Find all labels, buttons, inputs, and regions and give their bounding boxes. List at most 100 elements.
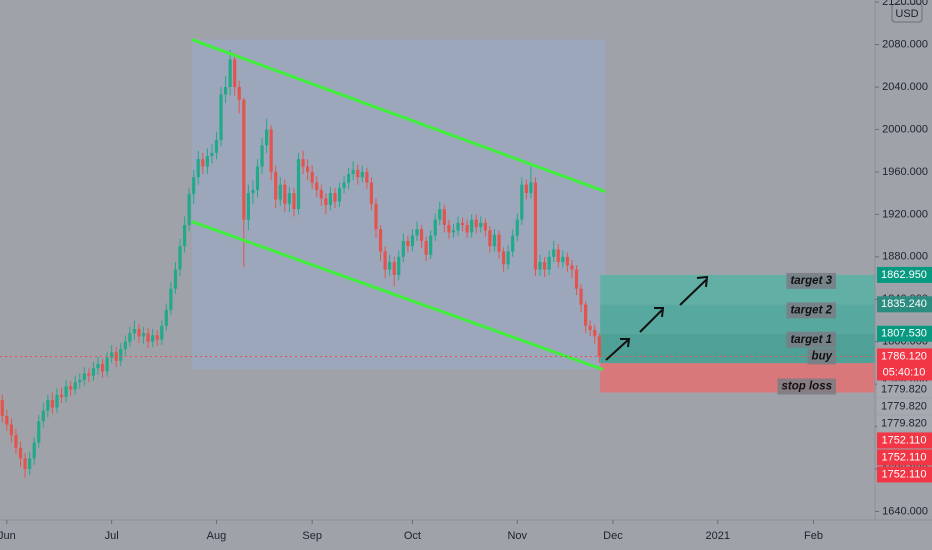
y-tick-label: 2040.000 [882,81,928,93]
candle-body [465,224,469,233]
price-label-box [877,415,932,432]
target-label-text: target 2 [790,304,832,316]
x-tick-label: Sep [302,530,322,542]
candle-body [110,352,114,358]
target-label: target 3 [786,272,836,289]
channel-area [191,39,606,370]
candle-body [497,234,501,252]
candle-body [37,421,41,443]
currency-box[interactable] [891,3,923,23]
candle-body [574,269,579,289]
price-label-box [877,266,932,283]
candle-body [501,251,506,265]
candle-body [315,182,319,190]
candle-body [5,416,9,425]
candle-body [506,251,510,265]
candle-body [146,333,150,342]
candle-body [369,182,374,204]
target-label-box [786,331,836,348]
candle-body [306,166,310,172]
candle-body [561,256,565,263]
candle-body [433,219,437,236]
price-label-box [877,398,932,415]
x-tick-label: 2021 [706,530,730,542]
price-label: 1752.110 [881,434,926,446]
candle-body [451,230,456,233]
buy-label: buy [807,348,836,365]
candle-body [406,240,410,247]
price-label: 1779.820 [881,400,927,412]
candle-body [214,140,219,153]
candle-body [401,240,405,257]
candle-body [23,458,27,470]
candle-body [292,193,296,210]
candle-body [219,94,223,141]
candle-body [278,184,282,200]
x-tick-label: Jun [0,530,16,542]
candle-body [378,229,383,252]
candle-body [565,256,569,266]
candle-body [483,222,487,231]
candle-body [50,400,55,408]
candle-body [242,99,246,220]
candle-body [169,288,173,310]
candle-body [233,59,237,88]
candle-body [542,262,547,270]
candle-body [18,447,23,459]
candle-body [456,222,460,231]
candle-body [333,193,337,202]
buy-label-box [807,348,836,365]
candle-body [9,424,13,436]
candle-body [383,251,387,270]
candle-body [283,184,287,204]
candle-body [410,235,415,247]
target-label-text: target 1 [790,334,832,346]
y-tick-label: 2000.000 [882,123,928,135]
price-label: 1807.530 [881,328,927,340]
candle-body [237,87,241,100]
candle-body [319,189,323,199]
candle-body [351,169,355,175]
candle-body [265,129,269,146]
candle-body [196,159,200,178]
candle-body [274,171,278,200]
candle-body [588,325,592,331]
candle-body [597,336,601,357]
target-label: target 2 [786,302,836,319]
candle-body [460,222,465,225]
candle-body [324,198,328,205]
candle-body [91,368,96,376]
arrow [605,338,631,361]
target-label-box [786,302,836,319]
price-label: 1779.820 [881,383,927,395]
candle-body [55,394,59,408]
candle-body [128,333,132,342]
candle-body [538,262,542,270]
price-label: 1862.950 [881,269,927,281]
candle-body [470,219,474,233]
stop-label-box [777,378,836,395]
candle-body [547,256,551,270]
candle-body [556,249,560,263]
candle-body [69,386,73,390]
candle-body [524,184,528,194]
candle-body [392,262,396,275]
candle-body [0,400,4,416]
candle-body [28,458,32,470]
candle-body [447,224,451,233]
candle-body [192,177,196,195]
candle-body [64,386,68,397]
candle-body [105,357,109,372]
currency: USD [895,8,918,20]
candle-body [474,219,478,228]
x-tick-label: Oct [404,530,421,542]
candle-body [287,193,291,204]
candle-body [210,152,214,156]
candle-body [255,166,260,190]
candle-body [515,219,519,236]
x-tick-label: Dec [603,530,623,542]
candle-body [492,234,497,247]
price-label-box [877,325,932,342]
candle-body [201,159,205,167]
